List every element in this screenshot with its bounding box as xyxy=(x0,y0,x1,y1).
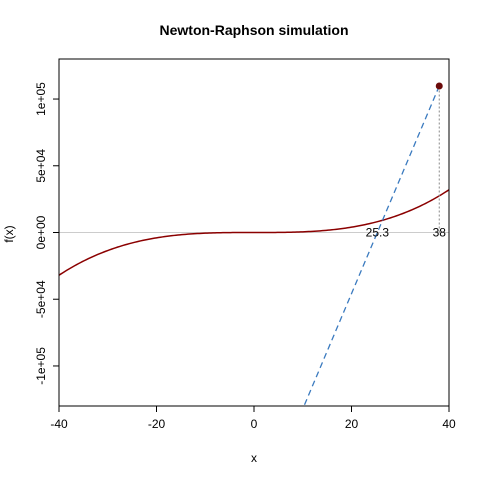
tangent-line xyxy=(303,85,440,406)
x-axis-label: x xyxy=(251,451,257,465)
annotation-label: 25.3 xyxy=(366,226,390,240)
plot-content xyxy=(59,82,449,406)
plot-area: 25.3 38 xyxy=(59,82,449,406)
x-tick-label: -40 xyxy=(50,417,68,431)
y-axis-label: f(x) xyxy=(2,225,16,242)
x-tick-label: 20 xyxy=(345,417,359,431)
y-tick-label: -5e+04 xyxy=(34,280,48,318)
y-tick-label: 5e+04 xyxy=(34,149,48,183)
y-tick-label: 1e+05 xyxy=(34,82,48,116)
y-axis: -1e+05 -5e+04 0e+00 5e+04 1e+05 xyxy=(34,82,59,385)
y-tick-label: 0e+00 xyxy=(34,215,48,249)
x-tick-label: 40 xyxy=(442,417,456,431)
chart-title: Newton-Raphson simulation xyxy=(160,22,349,38)
function-curve xyxy=(59,189,449,276)
x-tick-label: -20 xyxy=(148,417,166,431)
annotation-label: 38 xyxy=(433,226,447,240)
x-tick-label: 0 xyxy=(251,417,258,431)
current-point xyxy=(435,82,443,90)
y-tick-label: -1e+05 xyxy=(34,347,48,385)
x-axis: -40 -20 0 20 40 xyxy=(50,406,456,431)
